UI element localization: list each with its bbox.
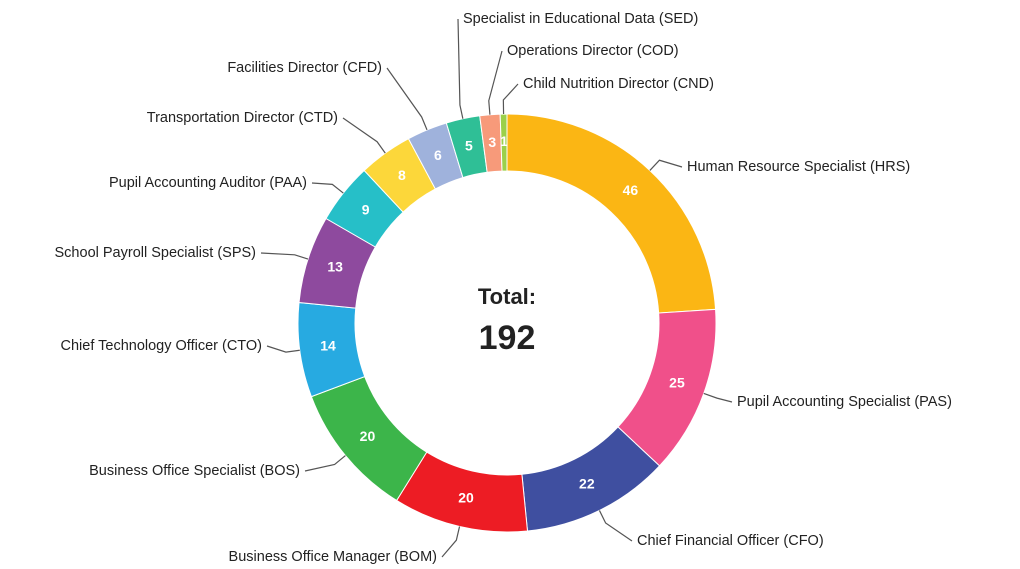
category-label: School Payroll Specialist (SPS) <box>55 245 256 261</box>
value-label: 13 <box>327 258 343 274</box>
category-label: Child Nutrition Director (CND) <box>523 76 714 92</box>
value-label: 3 <box>488 134 496 150</box>
category-label: Facilities Director (CFD) <box>227 60 382 76</box>
category-label: Human Resource Specialist (HRS) <box>687 159 910 175</box>
leader-line <box>386 67 428 131</box>
value-label: 22 <box>579 476 595 492</box>
leader-line <box>260 252 309 260</box>
category-label: Operations Director (COD) <box>507 43 679 59</box>
leader-line <box>311 182 344 194</box>
leader-line <box>703 392 733 403</box>
leader-line <box>457 18 464 119</box>
value-label: 25 <box>669 375 685 391</box>
leader-line <box>598 510 633 542</box>
value-label: 14 <box>320 337 336 353</box>
value-label: 8 <box>398 167 406 183</box>
leader-line <box>441 526 461 558</box>
leader-line <box>266 345 300 353</box>
category-label: Business Office Manager (BOM) <box>229 549 437 565</box>
leader-line <box>649 159 683 171</box>
category-label: Chief Technology Officer (CTO) <box>61 338 262 354</box>
value-label: 5 <box>465 137 473 153</box>
leader-line <box>304 455 346 472</box>
category-label: Business Office Specialist (BOS) <box>89 463 300 479</box>
leader-line <box>488 50 503 115</box>
value-label: 9 <box>362 201 370 217</box>
category-label: Pupil Accounting Specialist (PAS) <box>737 394 952 410</box>
leader-line <box>502 83 519 115</box>
donut-segment <box>499 113 508 172</box>
category-label: Chief Financial Officer (CFO) <box>637 533 824 549</box>
category-label: Transportation Director (CTD) <box>147 110 338 126</box>
value-label: 20 <box>458 489 474 505</box>
category-label: Pupil Accounting Auditor (PAA) <box>109 175 307 191</box>
value-label: 1 <box>500 133 508 149</box>
value-label: 46 <box>623 182 639 198</box>
donut-segment <box>506 113 717 314</box>
category-label: Specialist in Educational Data (SED) <box>463 11 698 27</box>
leader-line <box>342 117 386 154</box>
value-label: 6 <box>434 147 442 163</box>
value-label: 20 <box>360 428 376 444</box>
center-total: 192 <box>479 319 536 357</box>
center-label: Total: <box>478 284 536 309</box>
